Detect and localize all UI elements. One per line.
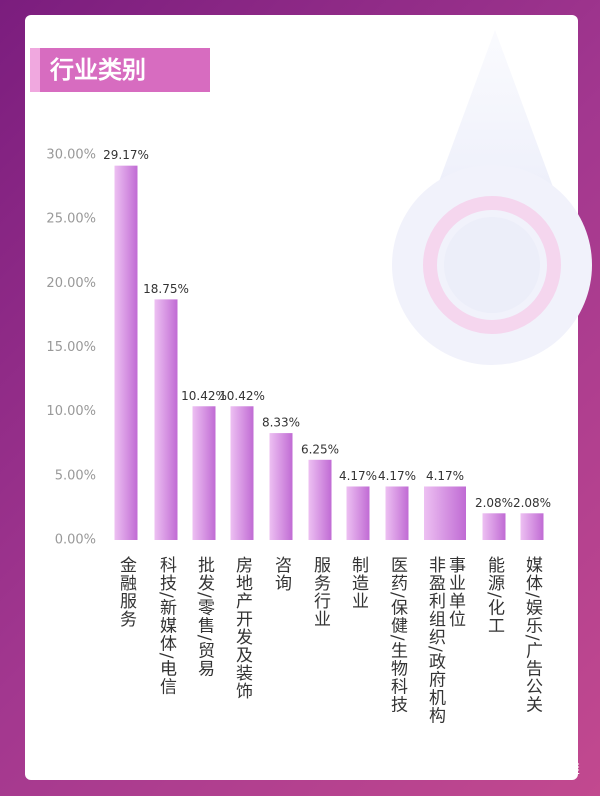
bar [114,165,138,540]
value-label: 2.08% [475,496,513,510]
value-label: 10.42% [181,389,227,403]
value-label: 18.75% [143,282,189,296]
x-tick-label: 服务行业 [310,556,330,628]
x-tick-label: 制造业 [348,556,368,610]
value-label: 2.08% [513,496,551,510]
decoration [423,196,561,334]
bar [520,513,544,540]
bar [308,459,332,540]
chart-title: 行业类别 [49,56,146,84]
value-label: 29.17% [103,148,149,162]
y-tick-label: 20.00% [46,276,96,291]
x-tick-label: 事业单位 非盈利组织/政府机构 [425,556,465,725]
title-banner [30,48,210,92]
x-tick-label: 批发/零售/贸易 [194,556,214,678]
x-tick-label: 咨询 [271,556,291,592]
bar [482,513,506,540]
y-tick-label: 10.00% [46,404,96,419]
watermark: 知乎 @王英雄 [485,759,580,777]
y-tick-label: 0.00% [55,533,96,548]
bar [424,486,466,540]
x-tick-label: 金融服务 [116,556,136,628]
bar [154,299,178,540]
value-label: 10.42% [219,389,265,403]
x-tick-label: 媒体/娱乐/广告公关 [522,556,542,714]
value-label: 4.17% [339,469,377,483]
y-tick-label: 30.00% [46,148,96,163]
bar [385,486,409,540]
bar [230,406,254,540]
bar [269,433,293,540]
value-label: 4.17% [426,469,464,483]
value-label: 4.17% [378,469,416,483]
decoration [444,217,540,313]
y-tick-label: 25.00% [46,212,96,227]
x-tick-label: 医药/保健/生物科技 [387,556,407,714]
bar [346,486,370,540]
bar [192,406,216,540]
x-tick-label: 科技/新媒体/电信 [156,556,176,696]
x-tick-label: 房地产开发及装饰 [232,556,252,700]
title-banner [30,48,40,92]
y-tick-label: 15.00% [46,340,96,355]
y-tick-label: 5.00% [55,468,96,483]
x-tick-label: 能源/化工 [484,556,504,635]
value-label: 6.25% [301,442,339,456]
value-label: 8.33% [262,416,300,430]
